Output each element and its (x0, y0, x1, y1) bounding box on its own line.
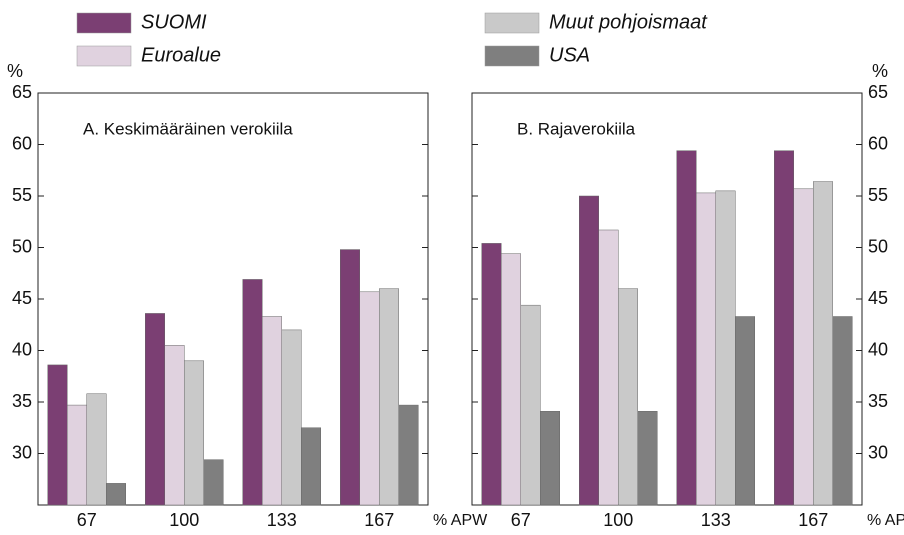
x-axis-label: % APW (433, 512, 488, 529)
bar (67, 404, 87, 506)
y-tick-label: 65 (868, 82, 888, 102)
bar (164, 345, 185, 506)
y-tick-label: 40 (868, 339, 888, 359)
y-axis-label: % (7, 61, 23, 81)
legend-label: Muut pohjoismaat (549, 11, 708, 33)
legend-label: SUOMI (141, 11, 207, 33)
bar (637, 411, 658, 506)
x-tick-label: 67 (77, 510, 97, 530)
bar (301, 427, 321, 506)
y-tick-label: 30 (12, 442, 32, 462)
legend-label: USA (549, 44, 590, 66)
bar (598, 229, 619, 506)
bar (676, 150, 697, 506)
y-tick-label: 30 (868, 442, 888, 462)
x-tick-label: 100 (169, 510, 199, 530)
bar (398, 404, 419, 506)
y-tick-label: 65 (12, 82, 32, 102)
legend-swatch (484, 45, 540, 67)
y-tick-label: 55 (868, 185, 888, 205)
panel-title: A. Keskimääräinen verokiila (83, 119, 293, 138)
y-tick-label: 55 (12, 185, 32, 205)
bar (379, 288, 399, 506)
bar (281, 329, 302, 506)
x-tick-label: 167 (364, 510, 394, 530)
legend-label: Euroalue (141, 44, 221, 66)
bar (86, 393, 107, 506)
bar (813, 181, 833, 506)
y-tick-label: 45 (12, 288, 32, 308)
bar (832, 316, 853, 506)
x-axis-label: % APW (867, 512, 904, 529)
legend-swatch (484, 12, 540, 34)
legend-swatch (76, 45, 132, 67)
bar (696, 192, 716, 506)
y-axis-label: % (872, 61, 888, 81)
bar (203, 459, 224, 506)
bar (715, 190, 736, 506)
y-tick-label: 50 (868, 236, 888, 256)
bar (793, 188, 814, 506)
y-tick-label: 60 (868, 133, 888, 153)
y-tick-label: 35 (12, 391, 32, 411)
bar (145, 313, 165, 506)
x-tick-label: 167 (798, 510, 828, 530)
bar (47, 364, 68, 506)
y-tick-label: 50 (12, 236, 32, 256)
bar (106, 483, 126, 506)
bar (242, 279, 263, 506)
x-tick-label: 133 (267, 510, 297, 530)
y-tick-label: 45 (868, 288, 888, 308)
bar (340, 249, 360, 506)
bar (579, 195, 599, 506)
bar (774, 150, 794, 506)
bar (481, 243, 502, 506)
bar (184, 360, 204, 506)
legend-swatch (76, 12, 132, 34)
y-tick-label: 35 (868, 391, 888, 411)
bar (501, 253, 521, 506)
panel-title: B. Rajaverokiila (517, 119, 636, 138)
y-tick-label: 60 (12, 133, 32, 153)
bar (735, 316, 755, 506)
bar (540, 411, 560, 506)
x-tick-label: 67 (511, 510, 531, 530)
bar (359, 291, 380, 506)
x-tick-label: 133 (701, 510, 731, 530)
y-tick-label: 40 (12, 339, 32, 359)
bar (262, 316, 282, 506)
x-tick-label: 100 (603, 510, 633, 530)
bar (618, 288, 638, 506)
bar (520, 304, 541, 506)
